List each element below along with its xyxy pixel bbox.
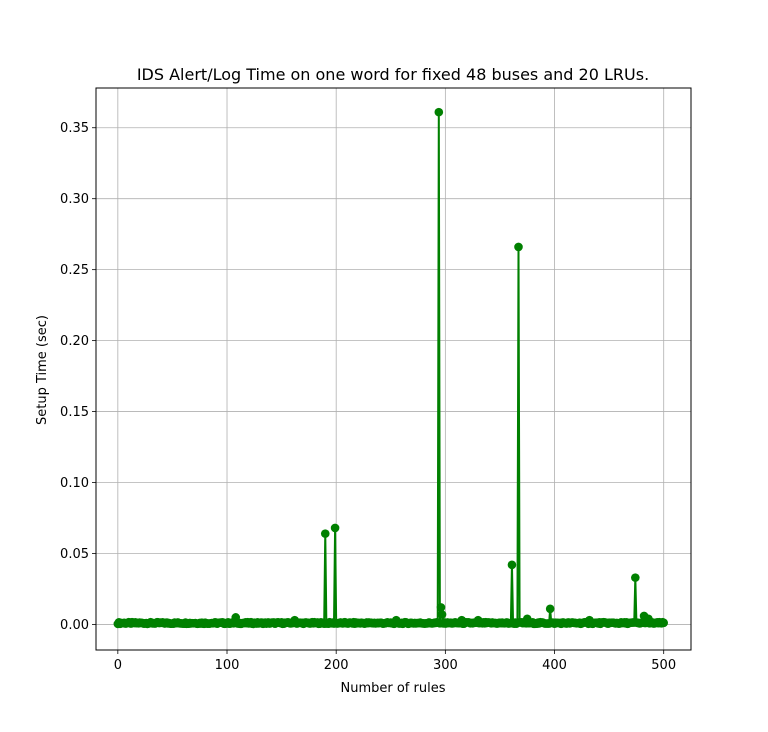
y-tick-label: 0.30 [60,192,89,207]
y-tick-label: 0.35 [60,121,89,136]
data-point [437,610,447,619]
chart-title: IDS Alert/Log Time on one word for fixed… [137,65,649,84]
data-point [320,529,330,538]
x-tick-label: 400 [542,658,567,673]
y-axis-ticks: 0.00 0.05 0.10 0.15 0.20 0.25 0.30 0.35 [60,121,96,633]
x-tick-label: 500 [651,658,676,673]
data-point [434,107,444,117]
data-point [507,560,517,570]
data-point [436,603,446,612]
x-tick-label: 200 [324,658,349,673]
x-tick-label: 100 [215,658,240,673]
x-tick-label: 300 [433,658,458,673]
y-tick-label: 0.20 [60,334,89,349]
data-point [545,604,555,614]
grid [96,88,691,650]
data-point [330,523,340,533]
y-tick-label: 0.10 [60,476,89,491]
y-axis-label: Setup Time (sec) [35,315,50,425]
series-group [113,107,669,629]
y-tick-label: 0.25 [60,263,89,278]
y-tick-label: 0.00 [60,618,89,633]
plot-frame [95,87,692,651]
data-point [514,242,523,252]
x-axis-label: Number of rules [341,681,446,696]
y-tick-label: 0.05 [60,547,89,562]
data-point [631,573,640,582]
data-point [659,618,669,628]
y-tick-label: 0.15 [60,405,89,420]
x-tick-label: 0 [114,658,122,673]
plot-background [96,88,691,650]
x-axis-ticks: 0 100 200 300 400 500 [114,650,676,673]
